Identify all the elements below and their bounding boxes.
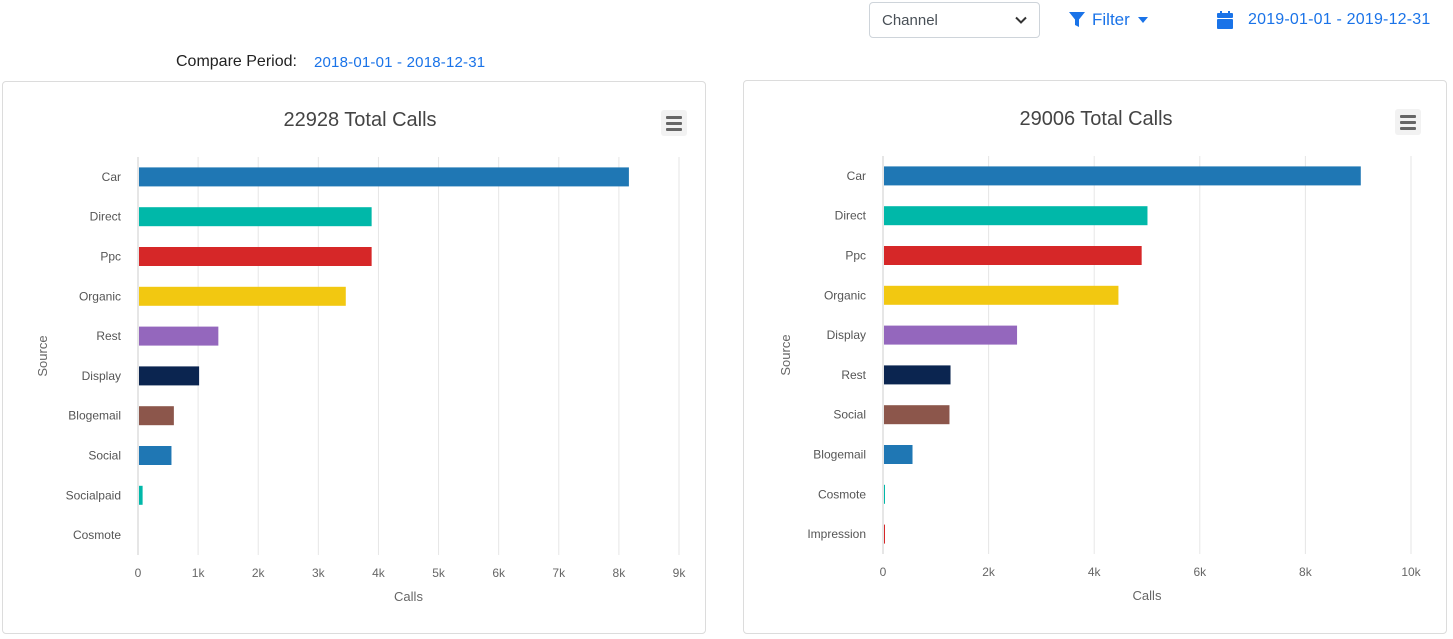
- bar-chart-previous: 0 1k 2k 3k 4k 5k 6k 7k 8k 9k Car Direct Ppc Organic Re…: [35, 109, 686, 604]
- chart-plot: 0 1k 2k 3k 4k 5k 6k 7k 8k 9k Car Direct Ppc Organic Re…: [35, 109, 686, 604]
- y-tick-label: Ppc: [845, 249, 866, 263]
- y-tick-label: Blogemail: [813, 448, 866, 462]
- channel-select[interactable]: Channel: [869, 2, 1040, 38]
- bar-socialpaid[interactable]: [139, 485, 143, 505]
- y-tick-label: Socialpaid: [66, 488, 121, 502]
- y-tick-label: Cosmote: [73, 528, 121, 542]
- x-tick-label: 7k: [552, 566, 566, 580]
- x-tick-label: 5k: [432, 566, 446, 580]
- x-tick-label: 4k: [372, 566, 386, 580]
- bar-ppc[interactable]: [139, 247, 372, 266]
- y-tick-label: Direct: [835, 209, 867, 223]
- channel-select-value: Channel: [882, 11, 938, 29]
- bar-impression[interactable]: [884, 524, 885, 544]
- bar-car[interactable]: [884, 166, 1361, 186]
- bar-direct[interactable]: [139, 207, 372, 227]
- bar-car[interactable]: [139, 167, 629, 187]
- date-range-value: 2019-01-01 - 2019-12-31: [1248, 11, 1431, 28]
- chart-title: 22928 Total Calls: [283, 109, 436, 131]
- chevron-down-icon: [1015, 16, 1027, 24]
- y-tick-label: Organic: [824, 288, 866, 302]
- date-range-picker[interactable]: 2019-01-01 - 2019-12-31: [1216, 6, 1431, 34]
- chart-plot: 0 2k 4k 6k 8k 10k Car Direct Ppc Organic Display Re…: [778, 108, 1422, 603]
- y-axis-title: Source: [778, 334, 793, 375]
- caret-down-icon: [1137, 17, 1148, 23]
- x-tick-label: 0: [880, 565, 887, 579]
- compare-period-label: Compare Period:: [176, 53, 297, 70]
- y-tick-label: Blogemail: [68, 409, 121, 423]
- y-axis-title: Source: [35, 335, 50, 376]
- filter-button[interactable]: Filter: [1068, 6, 1148, 34]
- y-tick-label: Impression: [807, 527, 866, 541]
- y-tick-label: Display: [827, 328, 866, 342]
- y-tick-label: Organic: [79, 289, 121, 303]
- x-tick-label: 4k: [1088, 565, 1102, 579]
- x-tick-label: 8k: [613, 566, 627, 580]
- y-tick-label: Car: [847, 169, 866, 183]
- bar-rest[interactable]: [884, 365, 951, 385]
- x-tick-label: 2k: [252, 566, 266, 580]
- x-tick-label: 1k: [192, 566, 206, 580]
- x-tick-label: 10k: [1401, 565, 1421, 579]
- y-tick-label: Ppc: [100, 250, 121, 264]
- x-tick-label: 6k: [492, 566, 506, 580]
- compare-period-value[interactable]: 2018-01-01 - 2018-12-31: [313, 53, 486, 71]
- y-tick-label: Car: [102, 170, 121, 184]
- calendar-icon: [1217, 10, 1233, 29]
- x-tick-label: 8k: [1299, 565, 1313, 579]
- funnel-icon: [1069, 12, 1085, 27]
- x-tick-label: 0: [135, 566, 142, 580]
- y-tick-label: Display: [82, 369, 121, 383]
- x-tick-label: 6k: [1193, 565, 1207, 579]
- y-tick-label: Social: [833, 408, 866, 422]
- x-axis-title: Calls: [394, 589, 423, 604]
- x-tick-label: 3k: [312, 566, 326, 580]
- chart-menu-button[interactable]: [1395, 109, 1421, 135]
- hamburger-icon: [666, 115, 682, 119]
- bar-social[interactable]: [884, 405, 950, 425]
- compare-period: Compare Period: 2018-01-01 - 2018-12-31: [176, 50, 485, 74]
- bar-direct[interactable]: [884, 206, 1148, 226]
- y-tick-label: Rest: [96, 329, 121, 343]
- chart-card-current: 0 2k 4k 6k 8k 10k Car Direct Ppc Organic Display Re…: [743, 80, 1447, 634]
- y-tick-label: Cosmote: [818, 487, 866, 501]
- x-tick-label: 2k: [982, 565, 996, 579]
- bar-ppc[interactable]: [884, 246, 1142, 265]
- x-tick-label: 9k: [673, 566, 687, 580]
- bar-display[interactable]: [139, 366, 200, 386]
- bar-chart-current: 0 2k 4k 6k 8k 10k Car Direct Ppc Organic Display Re…: [778, 108, 1422, 603]
- bar-cosmote[interactable]: [884, 484, 885, 504]
- y-tick-label: Social: [88, 449, 121, 463]
- bar-organic[interactable]: [884, 285, 1119, 305]
- bar-social[interactable]: [139, 446, 172, 465]
- bar-blogemail[interactable]: [139, 406, 174, 426]
- bar-blogemail[interactable]: [884, 445, 913, 464]
- bar-organic[interactable]: [139, 286, 346, 306]
- filter-label: Filter: [1092, 10, 1130, 29]
- bar-rest[interactable]: [139, 326, 219, 346]
- y-tick-label: Direct: [90, 210, 122, 224]
- hamburger-icon: [1400, 114, 1416, 118]
- chart-title: 29006 Total Calls: [1019, 108, 1172, 130]
- y-tick-label: Rest: [841, 368, 866, 382]
- x-axis-title: Calls: [1133, 588, 1162, 603]
- bar-display[interactable]: [884, 325, 1018, 345]
- chart-menu-button[interactable]: [661, 110, 687, 136]
- chart-card-previous: 0 1k 2k 3k 4k 5k 6k 7k 8k 9k Car Direct Ppc Organic Re…: [2, 81, 706, 634]
